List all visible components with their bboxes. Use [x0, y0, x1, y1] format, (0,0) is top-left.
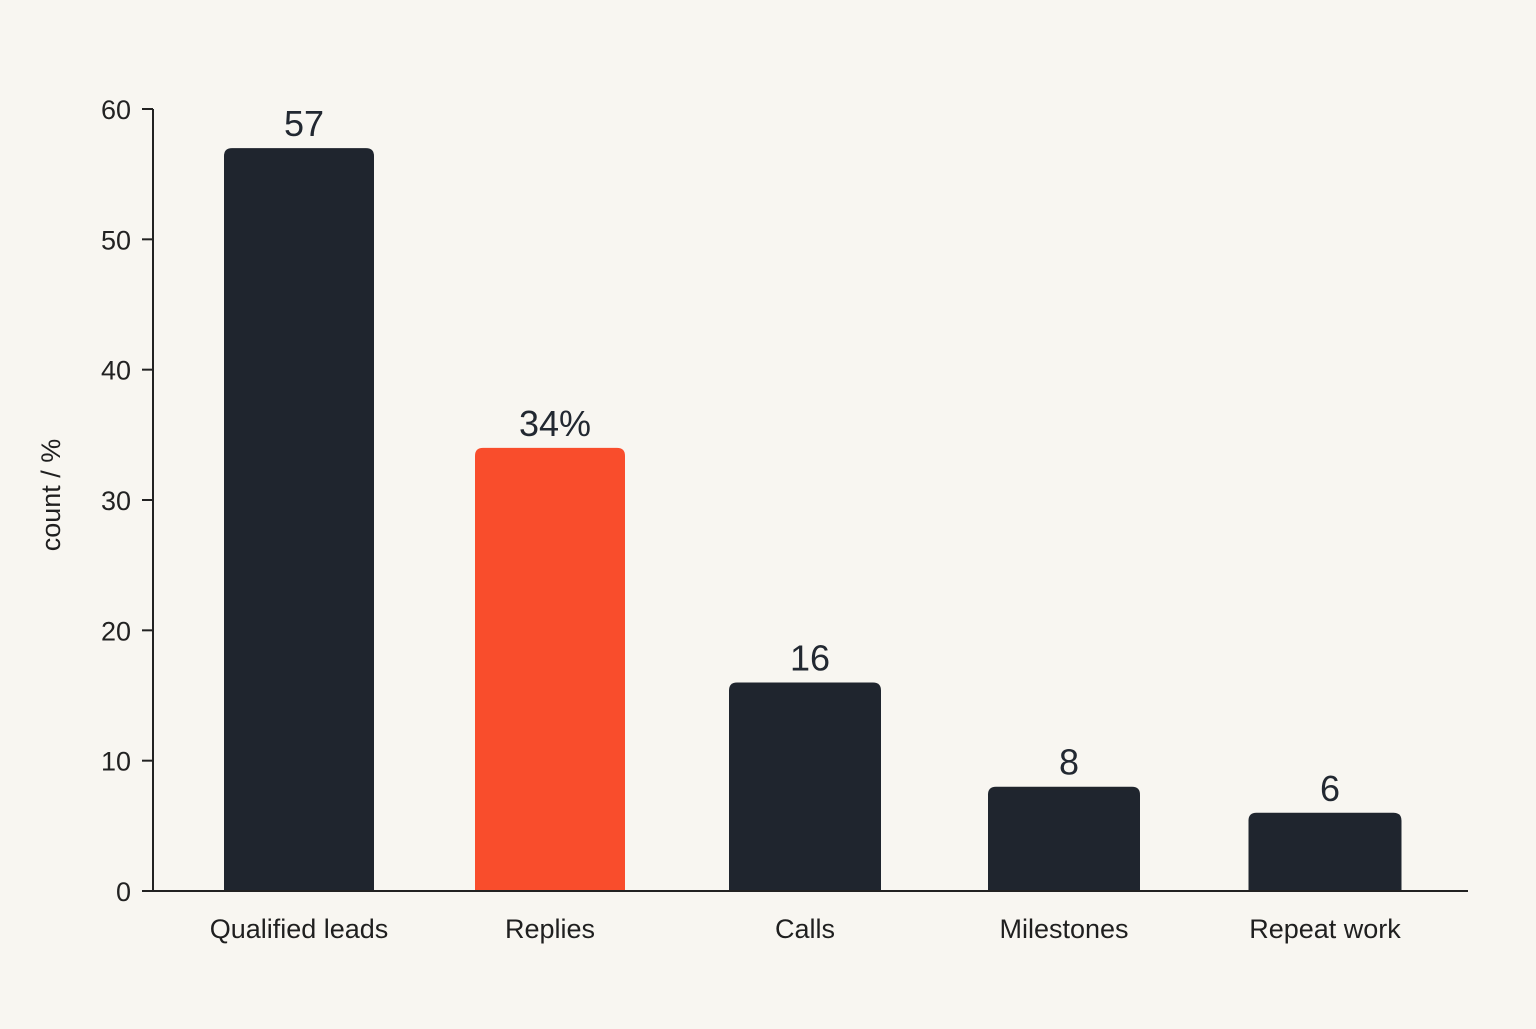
bar-value-label: 57	[284, 103, 324, 144]
y-tick-label: 20	[101, 616, 131, 646]
bar	[224, 148, 374, 892]
y-tick-label: 0	[116, 877, 131, 907]
value-labels: 57 34% 16 8 6	[284, 103, 1340, 809]
y-tick-label: 40	[101, 356, 131, 386]
x-category-label: Replies	[505, 914, 595, 944]
x-category-label: Repeat work	[1249, 914, 1401, 944]
bar	[475, 447, 625, 891]
bar-value-label: 8	[1059, 742, 1079, 783]
bar-value-label: 34%	[519, 403, 591, 444]
category-labels: Qualified leads Replies Calls Milestones Rep…	[210, 914, 1402, 944]
bar-value-label: 16	[790, 637, 830, 678]
x-category-label: Calls	[775, 914, 835, 944]
bar-value-label: 6	[1320, 768, 1340, 809]
y-tick-label: 10	[101, 747, 131, 777]
y-tick-label: 50	[101, 225, 131, 255]
bar	[1248, 812, 1402, 891]
x-category-label: Qualified leads	[210, 914, 389, 944]
x-category-label: Milestones	[999, 914, 1128, 944]
bar	[988, 786, 1140, 891]
y-tick-label: 30	[101, 486, 131, 516]
y-axis-ticks: 0 10 20 30 40 50 60	[101, 95, 153, 907]
y-axis-title: count / %	[36, 439, 66, 552]
bars	[224, 148, 1402, 892]
bar	[729, 682, 881, 891]
y-tick-label: 60	[101, 95, 131, 125]
